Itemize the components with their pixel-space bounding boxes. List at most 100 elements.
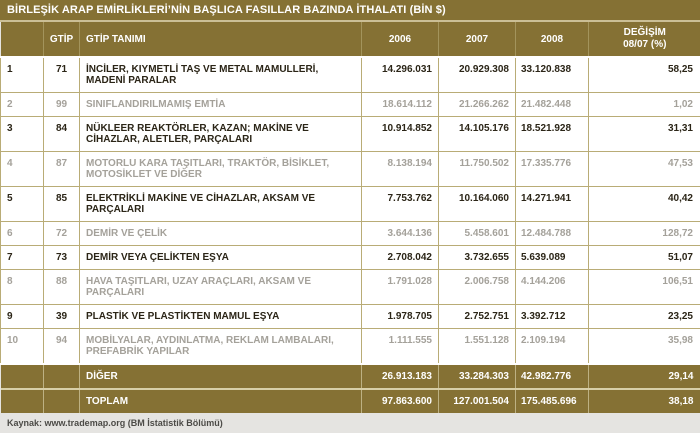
- value-2008-cell: 18.521.928: [516, 117, 589, 152]
- description-cell: İNCİLER, KIYMETLİ TAŞ VE METAL MAMULLERİ…: [80, 57, 362, 93]
- description-cell: PLASTİK VE PLASTİKTEN MAMUL EŞYA: [80, 305, 362, 329]
- value-2006-cell: 26.913.183: [362, 364, 439, 389]
- value-2006-cell: 3.644.136: [362, 222, 439, 246]
- value-2007-cell: 2.006.758: [439, 270, 516, 305]
- gtip-code-cell: 94: [44, 329, 80, 365]
- rank-cell: 4: [1, 152, 44, 187]
- value-2007-cell: 1.551.128: [439, 329, 516, 365]
- description-cell: DİĞER: [80, 364, 362, 389]
- rank-cell: 10: [1, 329, 44, 365]
- header-gtip-description: GTİP TANIMI: [80, 22, 362, 57]
- gtip-code-cell: 87: [44, 152, 80, 187]
- gtip-code-cell: 73: [44, 246, 80, 270]
- gtip-code-cell: 88: [44, 270, 80, 305]
- gtip-code-cell: 85: [44, 187, 80, 222]
- rank-cell: [1, 364, 44, 389]
- gtip-code-cell: [44, 364, 80, 389]
- value-2006-cell: 1.111.555: [362, 329, 439, 365]
- value-2007-cell: 127.001.504: [439, 389, 516, 413]
- header-year-2006: 2006: [362, 22, 439, 57]
- value-2008-cell: 3.392.712: [516, 305, 589, 329]
- rank-cell: 5: [1, 187, 44, 222]
- gtip-code-cell: 72: [44, 222, 80, 246]
- value-2007-cell: 3.732.655: [439, 246, 516, 270]
- rank-cell: 1: [1, 57, 44, 93]
- description-cell: HAVA TAŞITLARI, UZAY ARAÇLARI, AKSAM VE …: [80, 270, 362, 305]
- header-change-line1: DEĞİŞİM: [594, 27, 696, 39]
- value-2006-cell: 2.708.042: [362, 246, 439, 270]
- change-cell: 40,42: [589, 187, 700, 222]
- gtip-code-cell: 99: [44, 93, 80, 117]
- rank-cell: 7: [1, 246, 44, 270]
- change-cell: 47,53: [589, 152, 700, 187]
- value-2008-cell: 12.484.788: [516, 222, 589, 246]
- value-2007-cell: 21.266.262: [439, 93, 516, 117]
- description-cell: MOBİLYALAR, AYDINLATMA, REKLAM LAMBALARI…: [80, 329, 362, 365]
- value-2006-cell: 10.914.852: [362, 117, 439, 152]
- change-cell: 29,14: [589, 364, 700, 389]
- description-cell: NÜKLEER REAKTÖRLER, KAZAN; MAKİNE VE CİH…: [80, 117, 362, 152]
- gtip-code-cell: [44, 389, 80, 413]
- gtip-code-cell: 84: [44, 117, 80, 152]
- change-cell: 38,18: [589, 389, 700, 413]
- header-gtip-code: GTİP: [44, 22, 80, 57]
- change-cell: 35,98: [589, 329, 700, 365]
- change-cell: 31,31: [589, 117, 700, 152]
- rank-cell: 6: [1, 222, 44, 246]
- value-2007-cell: 10.164.060: [439, 187, 516, 222]
- value-2007-cell: 14.105.176: [439, 117, 516, 152]
- description-cell: MOTORLU KARA TAŞITLARI, TRAKTÖR, BİSİKLE…: [80, 152, 362, 187]
- header-change-08-07: DEĞİŞİM 08/07 (%): [589, 22, 700, 57]
- table-title: BİRLEŞİK ARAP EMİRLİKLERİ’NİN BAŞLICA FA…: [0, 0, 700, 22]
- header-year-2007: 2007: [439, 22, 516, 57]
- header-rank: [1, 22, 44, 57]
- value-2008-cell: 33.120.838: [516, 57, 589, 93]
- rank-cell: 9: [1, 305, 44, 329]
- header-change-line2: 08/07 (%): [594, 39, 696, 51]
- value-2006-cell: 14.296.031: [362, 57, 439, 93]
- description-cell: TOPLAM: [80, 389, 362, 413]
- value-2006-cell: 1.791.028: [362, 270, 439, 305]
- value-2008-cell: 14.271.941: [516, 187, 589, 222]
- value-2007-cell: 33.284.303: [439, 364, 516, 389]
- value-2008-cell: 42.982.776: [516, 364, 589, 389]
- value-2007-cell: 5.458.601: [439, 222, 516, 246]
- change-cell: 58,25: [589, 57, 700, 93]
- rank-cell: [1, 389, 44, 413]
- description-cell: DEMİR VE ÇELİK: [80, 222, 362, 246]
- change-cell: 106,51: [589, 270, 700, 305]
- description-cell: DEMİR VEYA ÇELİKTEN EŞYA: [80, 246, 362, 270]
- change-cell: 51,07: [589, 246, 700, 270]
- change-cell: 23,25: [589, 305, 700, 329]
- description-cell: SINIFLANDIRILMAMIŞ EMTİA: [80, 93, 362, 117]
- rank-cell: 3: [1, 117, 44, 152]
- value-2008-cell: 4.144.206: [516, 270, 589, 305]
- value-2008-cell: 21.482.448: [516, 93, 589, 117]
- gtip-code-cell: 39: [44, 305, 80, 329]
- gtip-code-cell: 71: [44, 57, 80, 93]
- value-2008-cell: 17.335.776: [516, 152, 589, 187]
- value-2006-cell: 97.863.600: [362, 389, 439, 413]
- source-note: Kaynak: www.trademap.org (BM İstatistik …: [0, 413, 700, 433]
- value-2006-cell: 1.978.705: [362, 305, 439, 329]
- imports-table: GTİP GTİP TANIMI 2006 2007 2008 DEĞİŞİM …: [0, 22, 700, 413]
- header-year-2008: 2008: [516, 22, 589, 57]
- value-2007-cell: 20.929.308: [439, 57, 516, 93]
- value-2008-cell: 2.109.194: [516, 329, 589, 365]
- value-2008-cell: 5.639.089: [516, 246, 589, 270]
- header-row: GTİP GTİP TANIMI 2006 2007 2008 DEĞİŞİM …: [1, 22, 700, 57]
- value-2007-cell: 2.752.751: [439, 305, 516, 329]
